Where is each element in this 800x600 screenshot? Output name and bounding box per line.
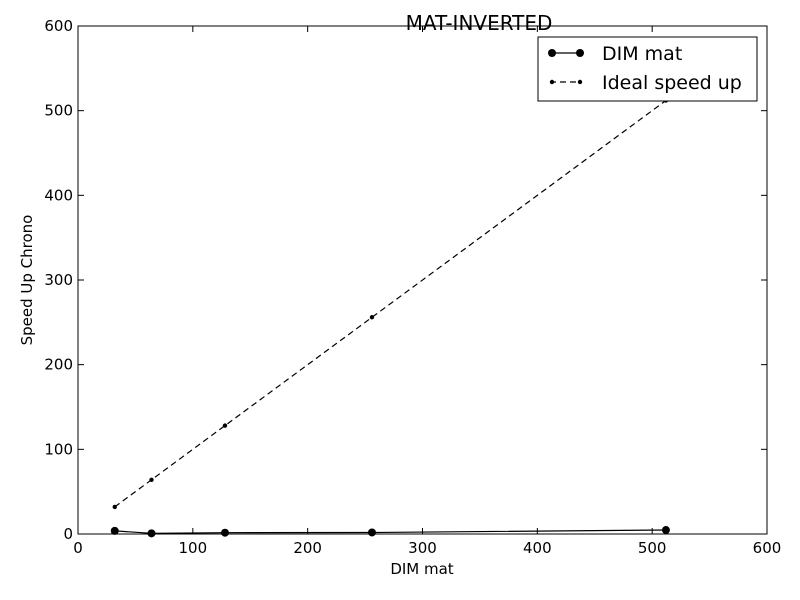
x-tick-label: 200 <box>293 539 322 557</box>
chart-title: MAT-INVERTED <box>406 11 553 35</box>
plot-area: 0 100 200 300 400 500 600 0 100 200 300 400 500 600 <box>44 17 781 557</box>
legend-marker-dim-mat <box>576 49 584 57</box>
data-point-dim-mat <box>110 526 119 535</box>
data-point-ideal-speed-up <box>112 504 117 510</box>
data-point-ideal-speed-up <box>369 315 375 320</box>
y-tick-label: 300 <box>44 271 73 289</box>
data-point-dim-mat <box>367 528 376 537</box>
data-point-ideal-speed-up <box>149 477 154 483</box>
data-point-dim-mat <box>661 526 670 535</box>
x-axis-label: DIM mat <box>390 560 453 578</box>
data-point-ideal-speed-up <box>222 423 228 428</box>
series-line-ideal-speed-up <box>114 100 667 508</box>
y-axis-label: Speed Up Chrono <box>18 215 36 346</box>
y-tick-label: 0 <box>63 525 73 543</box>
y-tick-label: 100 <box>44 440 73 458</box>
legend-marker-ideal-speed-up <box>577 79 583 85</box>
legend-entry-ideal-speed-up: Ideal speed up <box>549 72 742 94</box>
x-tick-label: 0 <box>73 539 83 557</box>
x-tick-label: 100 <box>179 539 208 557</box>
data-point-dim-mat <box>220 528 229 537</box>
legend-marker-dim-mat <box>548 49 556 57</box>
y-tick-label: 400 <box>44 186 73 204</box>
legend-frame <box>537 36 758 102</box>
x-tick-label: 600 <box>753 539 782 557</box>
legend-label-ideal-speed-up: Ideal speed up <box>602 72 742 94</box>
legend-label-dim-mat: DIM mat <box>602 43 682 65</box>
legend-entry-dim-mat: DIM mat <box>548 43 682 65</box>
y-axis: 0 100 200 300 400 500 600 <box>44 17 767 543</box>
y-tick-label: 600 <box>44 17 73 35</box>
x-axis: 0 100 200 300 400 500 600 <box>73 26 781 557</box>
x-tick-label: 500 <box>638 539 667 557</box>
y-tick-label: 200 <box>44 356 73 374</box>
legend-marker-ideal-speed-up <box>549 79 555 85</box>
data-point-dim-mat <box>147 529 156 538</box>
y-tick-label: 500 <box>44 102 73 120</box>
legend: DIM mat Ideal speed up <box>537 36 758 102</box>
x-tick-label: 400 <box>523 539 552 557</box>
x-tick-label: 300 <box>408 539 437 557</box>
